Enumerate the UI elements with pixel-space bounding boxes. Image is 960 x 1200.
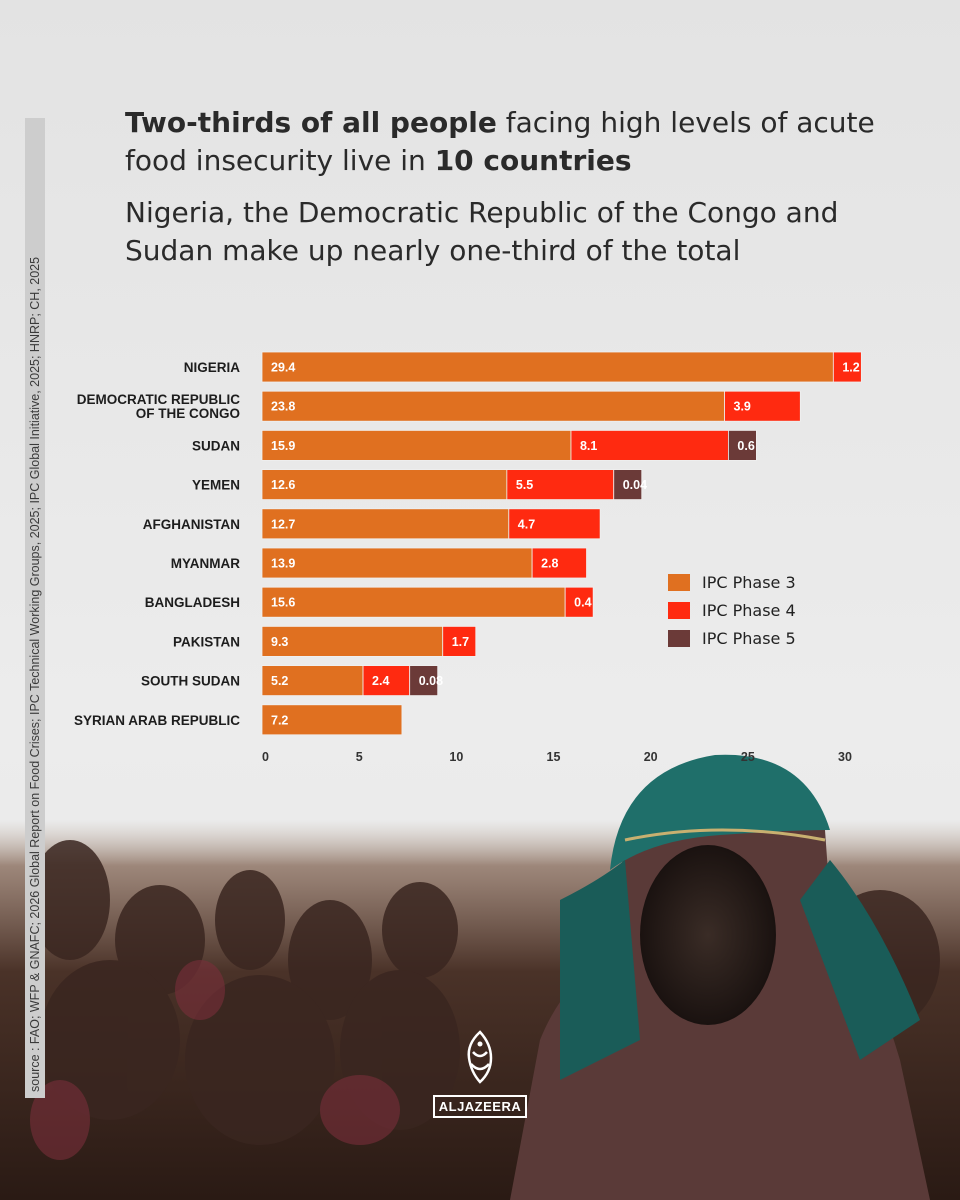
value-label-5-phase4: 2.8 <box>541 557 558 571</box>
value-label-6-phase4: 0.4 <box>574 596 591 610</box>
value-label-4-phase4: 4.7 <box>518 517 535 531</box>
value-label-3-phase5: 0.04 <box>623 478 647 492</box>
category-label-8: SOUTH SUDAN <box>141 674 240 689</box>
bar-7-phase3 <box>261 626 444 657</box>
x-tick-label-15: 15 <box>547 750 561 764</box>
category-label-3: YEMEN <box>192 478 240 493</box>
source-note: source : FAO; WFP & GNAFC; 2026 Global R… <box>25 118 45 1098</box>
category-label-9: SYRIAN ARAB REPUBLIC <box>74 713 240 728</box>
value-label-6-phase3: 15.6 <box>271 596 295 610</box>
aljazeera-logo: ALJAZEERA <box>428 1030 532 1118</box>
value-label-3-phase3: 12.6 <box>271 478 295 492</box>
legend-label-phase4: IPC Phase 4 <box>702 600 796 620</box>
value-label-3-phase4: 5.5 <box>516 478 533 492</box>
bar-0-phase3 <box>261 351 834 383</box>
bar-8-phase5 <box>409 665 439 696</box>
value-label-2-phase5: 0.6 <box>737 439 754 453</box>
aljazeera-wordmark: ALJAZEERA <box>432 1095 528 1118</box>
x-tick-label-25: 25 <box>741 750 755 764</box>
value-label-1-phase3: 23.8 <box>271 400 295 414</box>
legend-swatch-phase4 <box>668 601 690 619</box>
bar-1-phase4 <box>724 390 801 422</box>
bar-6-phase4 <box>564 586 594 618</box>
value-label-8-phase3: 5.2 <box>271 674 288 688</box>
x-tick-label-20: 20 <box>644 750 658 764</box>
chart-subtitle: Nigeria, the Democratic Republic of the … <box>125 196 839 267</box>
bar-2-phase3 <box>261 429 572 461</box>
x-tick-label-0: 0 <box>262 750 269 764</box>
chart-legend: IPC Phase 3 IPC Phase 4 IPC Phase 5 <box>668 568 796 652</box>
bar-4-phase3 <box>261 508 510 540</box>
stacked-bar-chart: 29.4 1.2 23.8 3.9 15.9 8.1 0.6 12.6 5.5 0.04 12.7 4… <box>74 351 862 764</box>
x-tick-label-30: 30 <box>838 750 852 764</box>
value-label-9-phase3: 7.2 <box>271 713 288 727</box>
value-label-0-phase4: 1.2 <box>842 361 859 375</box>
legend-item-phase5: IPC Phase 5 <box>668 624 796 652</box>
x-tick-label-5: 5 <box>356 750 363 764</box>
legend-swatch-phase3 <box>668 573 690 591</box>
value-label-8-phase4: 2.4 <box>372 674 389 688</box>
bar-0-phase4 <box>832 351 862 383</box>
category-label-1-line0: DEMOCRATIC REPUBLIC <box>77 392 240 407</box>
category-label-5: MYANMAR <box>171 556 241 571</box>
value-label-4-phase3: 12.7 <box>271 517 295 531</box>
bar-5-phase4 <box>531 547 587 579</box>
value-label-1-phase4: 3.9 <box>734 400 751 414</box>
aljazeera-calligraphy-icon <box>467 1030 493 1084</box>
bar-3-phase4 <box>506 469 615 501</box>
value-label-8-phase5: 0.08 <box>419 674 443 688</box>
bar-2-phase5 <box>728 429 757 461</box>
category-label-4: AFGHANISTAN <box>143 517 240 532</box>
value-label-5-phase3: 13.9 <box>271 557 295 571</box>
bar-8-phase3 <box>261 665 364 696</box>
category-label-6: BANGLADESH <box>145 595 240 610</box>
value-label-7-phase3: 9.3 <box>271 635 288 649</box>
bar-4-phase4 <box>508 508 601 540</box>
bar-5-phase3 <box>261 547 533 579</box>
legend-swatch-phase5 <box>668 629 690 647</box>
bar-3-phase3 <box>261 469 508 501</box>
category-label-7: PAKISTAN <box>173 634 240 649</box>
value-label-0-phase3: 29.4 <box>271 361 295 375</box>
category-label-1-line1: OF THE CONGO <box>136 406 240 421</box>
x-tick-label-10: 10 <box>449 750 463 764</box>
legend-item-phase4: IPC Phase 4 <box>668 596 796 624</box>
category-label-2: SUDAN <box>192 438 240 453</box>
value-label-7-phase4: 1.7 <box>452 635 469 649</box>
bar-1-phase3 <box>261 390 725 422</box>
value-label-2-phase3: 15.9 <box>271 439 295 453</box>
bar-6-phase3 <box>261 586 566 618</box>
legend-item-phase3: IPC Phase 3 <box>668 568 796 596</box>
legend-label-phase5: IPC Phase 5 <box>702 628 796 648</box>
chart-title: Two-thirds of all people facing high lev… <box>125 106 875 177</box>
bar-3-phase5 <box>613 469 643 501</box>
bar-7-phase4 <box>442 626 477 657</box>
legend-label-phase3: IPC Phase 3 <box>702 572 796 592</box>
bar-9-phase3 <box>261 704 403 736</box>
value-label-2-phase4: 8.1 <box>580 439 597 453</box>
category-label-0: NIGERIA <box>184 360 241 375</box>
